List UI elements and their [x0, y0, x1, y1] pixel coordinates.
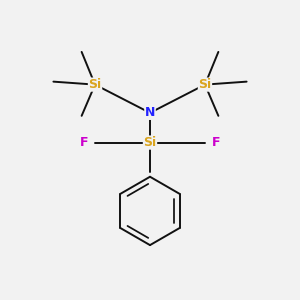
Text: Si: Si	[198, 78, 212, 91]
Text: Si: Si	[88, 78, 102, 91]
Text: F: F	[212, 136, 220, 149]
Text: F: F	[80, 136, 88, 149]
Text: N: N	[145, 106, 155, 119]
Text: Si: Si	[143, 136, 157, 149]
